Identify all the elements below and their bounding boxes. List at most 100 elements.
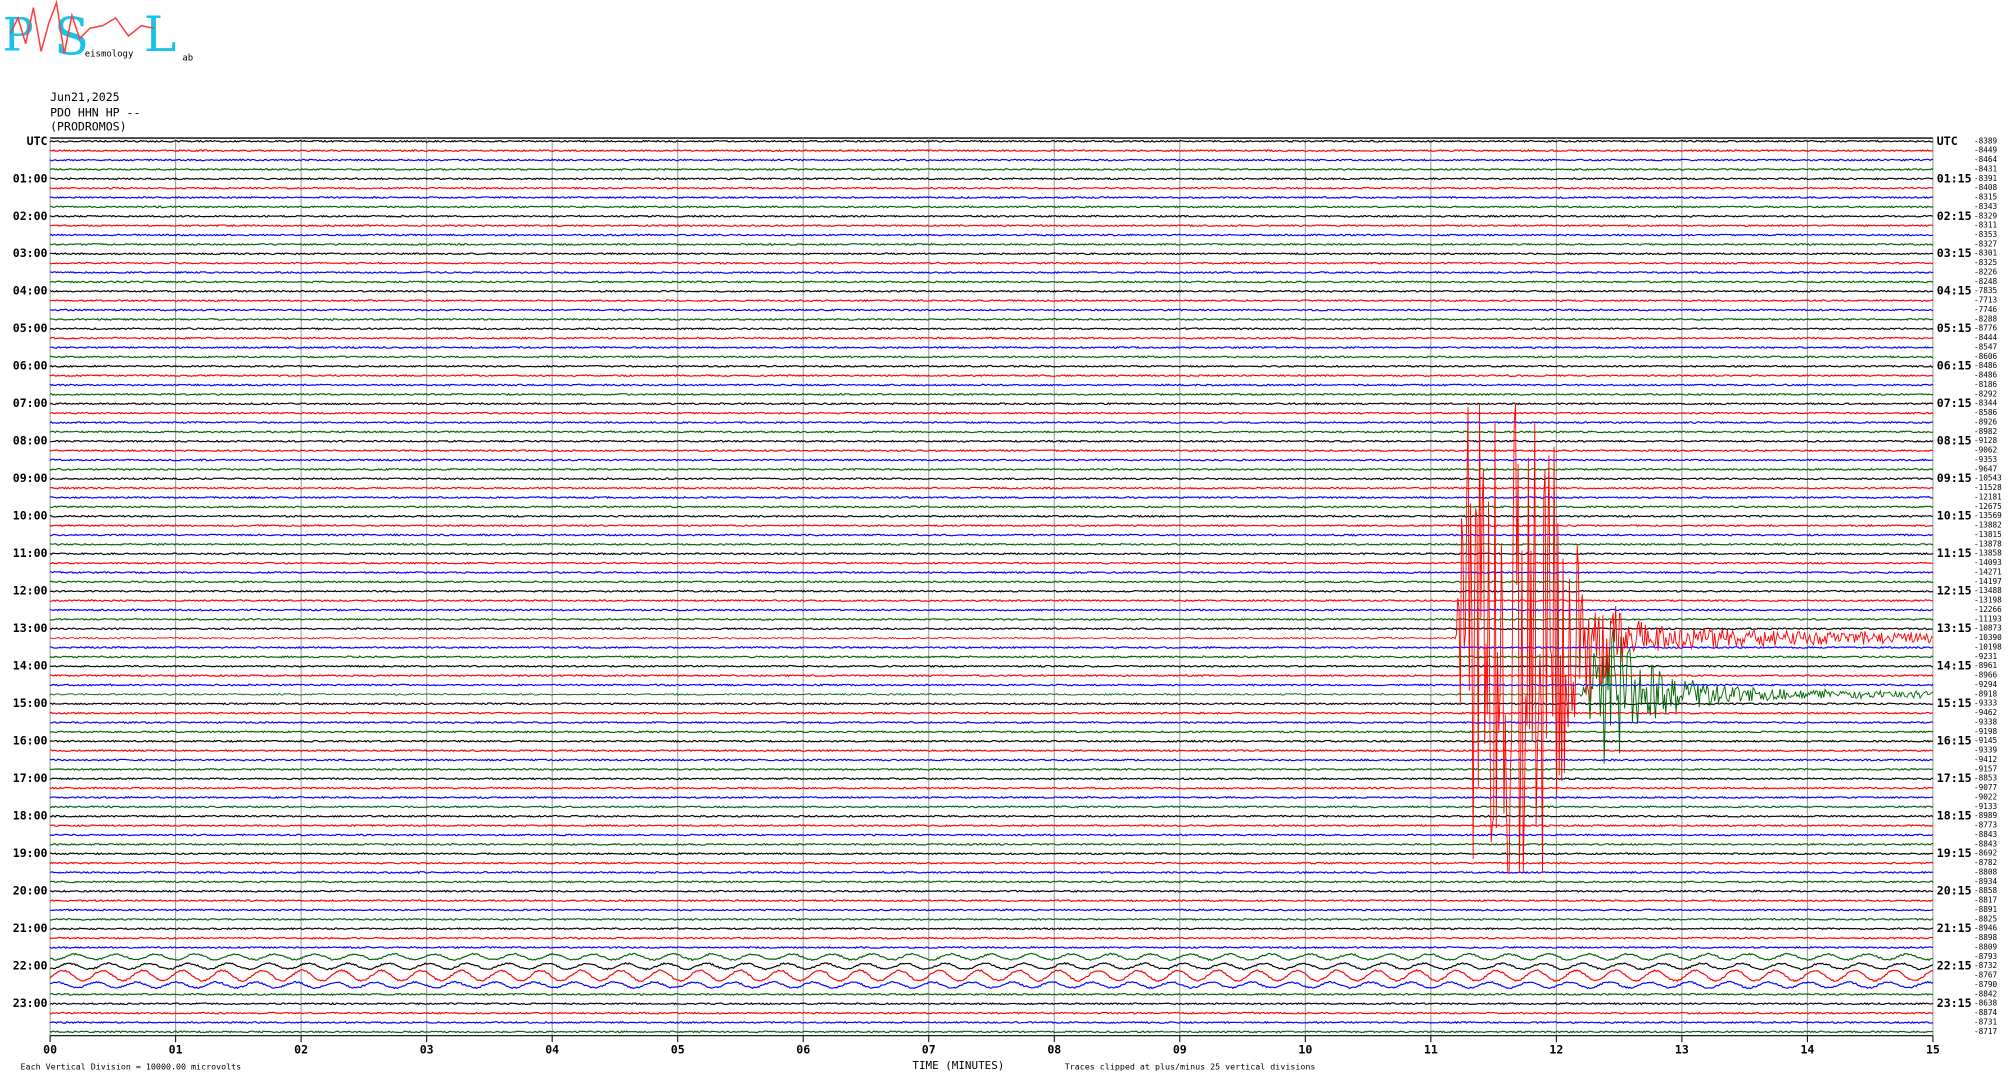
trace — [49, 195, 1934, 200]
row-offset: -8449 — [1974, 146, 1998, 155]
trace — [49, 1011, 1934, 1015]
row-offset: -8842 — [1974, 989, 1997, 998]
row-offset: -8732 — [1974, 961, 1997, 970]
row-offset: -10543 — [1974, 474, 2002, 483]
right-time-label: UTC — [1937, 134, 1958, 148]
trace — [49, 392, 1933, 396]
trace — [49, 505, 1934, 509]
x-tick-label: 07 — [922, 1042, 936, 1056]
x-tick-label: 15 — [1926, 1042, 1940, 1056]
trace — [50, 961, 1934, 971]
right-time-label: 11:15 — [1937, 546, 1972, 560]
left-time-label: 05:00 — [13, 321, 48, 335]
row-offset: -12266 — [1974, 605, 2002, 614]
trace — [49, 927, 1934, 931]
row-offset: -9294 — [1974, 680, 1998, 689]
trace — [50, 683, 1934, 687]
row-offset: -13569 — [1974, 511, 2002, 520]
row-offset: -8843 — [1974, 830, 1998, 839]
right-time-label: 15:15 — [1937, 696, 1972, 710]
x-tick-label: 02 — [294, 1042, 308, 1056]
row-offset: -14197 — [1974, 577, 2002, 586]
row-offset: -9145 — [1974, 736, 1998, 745]
trace — [49, 673, 1934, 678]
trace — [49, 786, 1934, 790]
row-offset: -9462 — [1974, 708, 1997, 717]
row-offset: -8344 — [1974, 399, 1998, 408]
row-offset: -7713 — [1974, 296, 1998, 305]
trace — [49, 167, 1934, 171]
logo-word: ab — [182, 53, 193, 63]
right-time-label: 17:15 — [1937, 771, 1972, 785]
left-time-label: 06:00 — [13, 359, 48, 373]
x-tick-label: 00 — [43, 1042, 57, 1056]
right-time-label: 07:15 — [1937, 396, 1972, 410]
trace — [50, 749, 1934, 753]
row-offset: -7835 — [1974, 286, 1998, 295]
x-tick-label: 14 — [1800, 1042, 1814, 1056]
trace — [49, 552, 1934, 556]
row-offset: -9333 — [1974, 699, 1998, 708]
row-offset: -11528 — [1974, 483, 2002, 492]
date: Jun21,2025 — [50, 90, 120, 104]
trace — [50, 589, 1934, 593]
trace — [49, 327, 1934, 331]
row-offset: -10873 — [1974, 624, 2002, 633]
row-offset: -10390 — [1974, 633, 2002, 642]
trace — [49, 664, 1934, 668]
location: (PRODROMOS) — [50, 120, 126, 134]
left-time-label: 13:00 — [13, 621, 48, 635]
right-time-label: 22:15 — [1937, 959, 1972, 973]
row-offset: -8825 — [1974, 914, 1998, 923]
trace — [49, 936, 1934, 940]
trace — [49, 308, 1934, 312]
row-offset: -9647 — [1974, 464, 1998, 473]
row-offset: -14271 — [1974, 567, 2002, 576]
trace — [49, 627, 1933, 631]
row-offset: -8301 — [1974, 249, 1998, 258]
row-offset: -8288 — [1974, 314, 1998, 323]
trace — [49, 280, 1934, 284]
row-offset: -8343 — [1974, 202, 1998, 211]
row-offset: -9198 — [1974, 727, 1998, 736]
trace — [50, 205, 1934, 209]
row-offset: -8547 — [1974, 343, 1998, 352]
trace — [49, 814, 1934, 818]
trace — [50, 224, 1934, 228]
row-offset: -8982 — [1974, 427, 1997, 436]
trace — [50, 411, 1934, 415]
row-offset: -8782 — [1974, 858, 1997, 867]
trace — [49, 952, 1934, 962]
right-time-label: 02:15 — [1937, 209, 1972, 223]
row-offset: -8353 — [1974, 230, 1998, 239]
trace — [49, 1030, 1934, 1034]
right-time-label: 13:15 — [1937, 621, 1972, 635]
x-tick-label: 05 — [671, 1042, 685, 1056]
trace — [49, 299, 1934, 303]
row-offset: -12675 — [1974, 502, 2002, 511]
logo-word: eismology — [85, 49, 134, 59]
row-offset: -8934 — [1974, 877, 1998, 886]
row-offset: -8918 — [1974, 689, 1998, 698]
right-time-label: 06:15 — [1937, 359, 1972, 373]
trace — [49, 402, 1934, 406]
trace — [49, 139, 1934, 143]
station: PDO HHN HP -- — [50, 106, 140, 120]
left-time-label: 23:00 — [13, 996, 48, 1010]
left-time-label: 09:00 — [13, 471, 48, 485]
right-time-label: 14:15 — [1937, 659, 1972, 673]
trace — [49, 655, 1934, 659]
trace — [50, 805, 1934, 809]
trace — [49, 355, 1933, 359]
left-time-label: 21:00 — [13, 921, 48, 935]
left-time-label: 03:00 — [13, 246, 48, 260]
left-time-label: 22:00 — [13, 959, 48, 973]
row-offset: -9339 — [1974, 746, 1998, 755]
row-offset: -8431 — [1974, 164, 1998, 173]
logo-letter: P — [3, 8, 34, 62]
row-offset: -10198 — [1974, 642, 2002, 651]
trace — [49, 449, 1934, 453]
trace — [49, 880, 1934, 884]
x-tick-label: 13 — [1675, 1042, 1689, 1056]
trace — [49, 523, 1934, 528]
